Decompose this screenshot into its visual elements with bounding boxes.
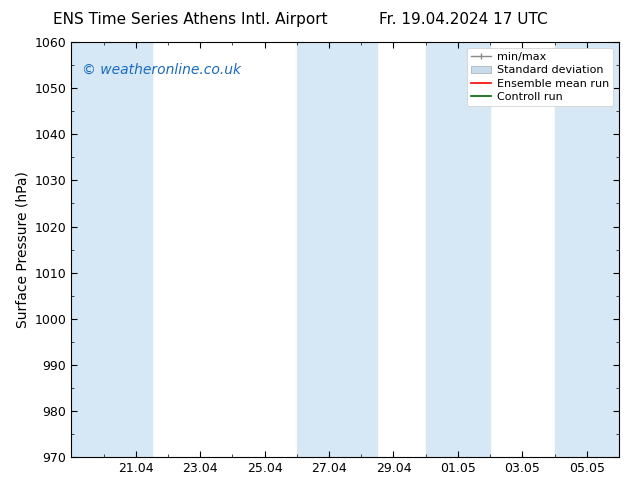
Text: Fr. 19.04.2024 17 UTC: Fr. 19.04.2024 17 UTC: [378, 12, 547, 27]
Y-axis label: Surface Pressure (hPa): Surface Pressure (hPa): [15, 171, 29, 328]
Text: © weatheronline.co.uk: © weatheronline.co.uk: [82, 63, 242, 77]
Text: ENS Time Series Athens Intl. Airport: ENS Time Series Athens Intl. Airport: [53, 12, 328, 27]
Bar: [555, 42, 619, 457]
Bar: [71, 42, 152, 457]
Bar: [425, 42, 490, 457]
Bar: [297, 42, 377, 457]
Legend: min/max, Standard deviation, Ensemble mean run, Controll run: min/max, Standard deviation, Ensemble me…: [467, 48, 614, 106]
